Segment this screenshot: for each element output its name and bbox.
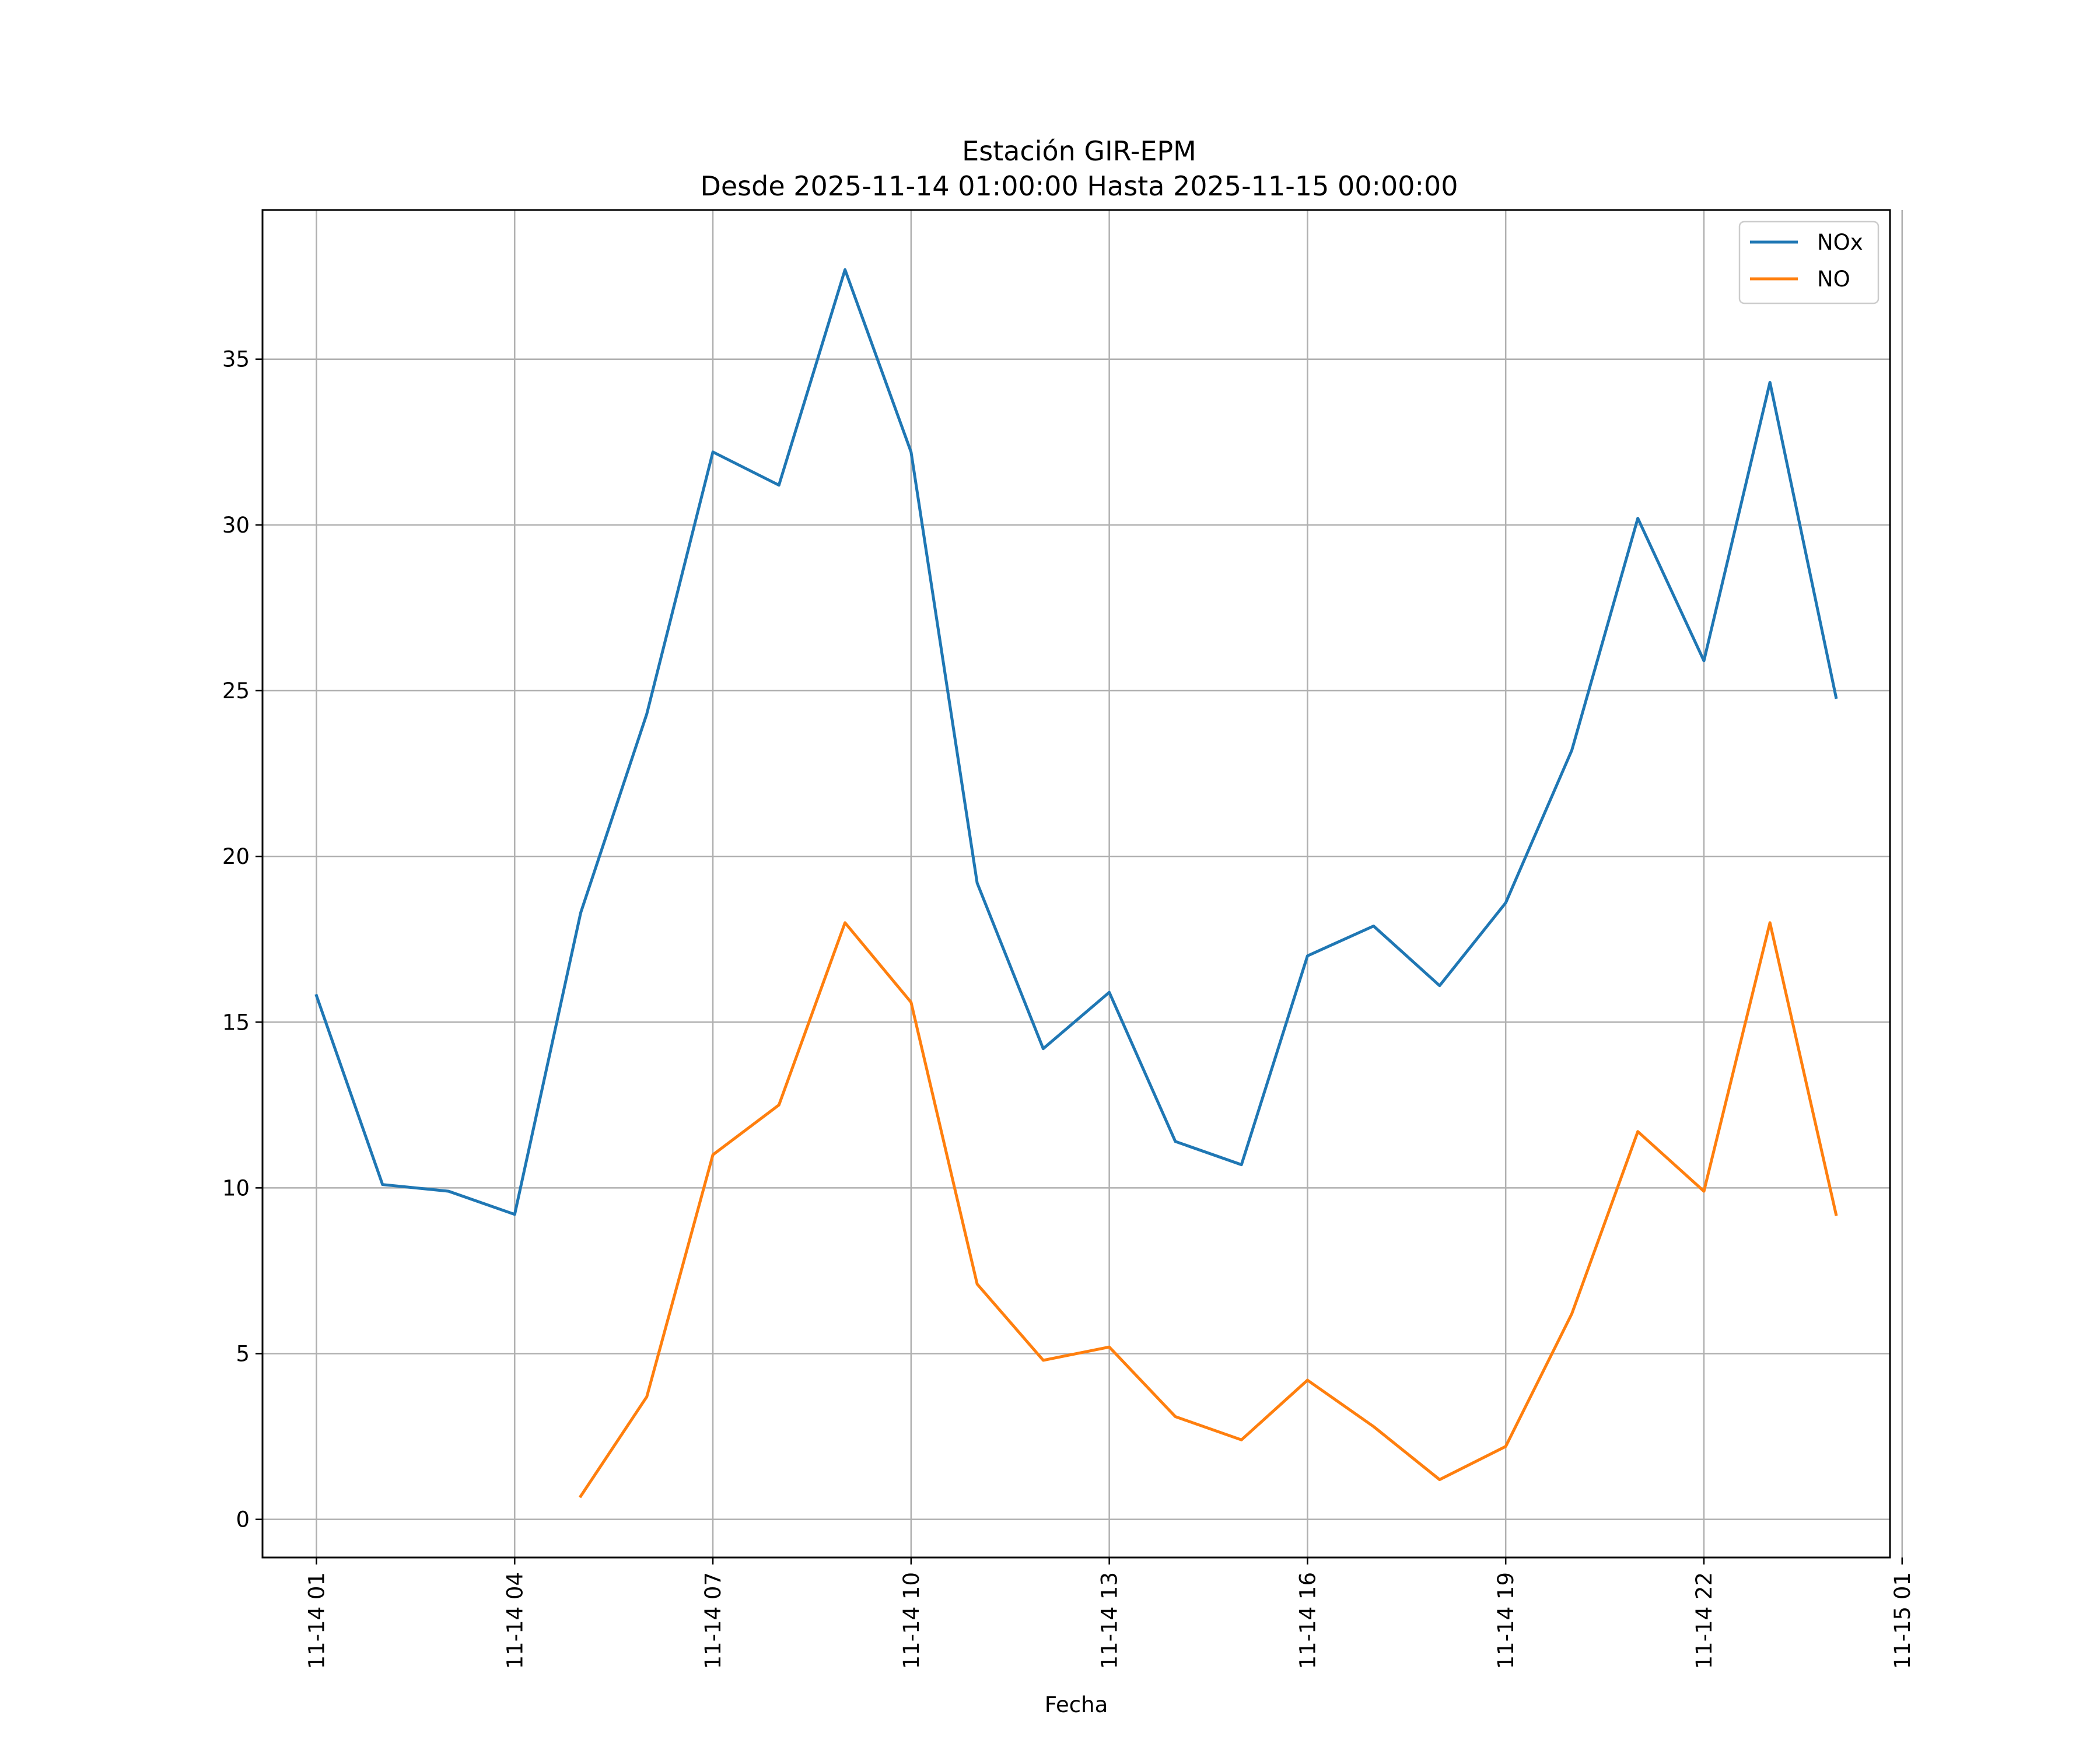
chart-subtitle: Desde 2025-11-14 01:00:00 Hasta 2025-11-… [700, 170, 1458, 202]
x-tick-label: 11-14 16 [1295, 1572, 1320, 1669]
y-tick-label: 25 [222, 678, 250, 704]
legend-label-nox: NOx [1817, 230, 1863, 255]
plot-frame [261, 209, 1891, 1559]
x-tick-label: 11-14 07 [701, 1572, 726, 1669]
y-axis: 0 5 10 15 20 25 30 35 [222, 347, 262, 1532]
series-line-nox [314, 268, 1838, 1216]
x-tick-label: 11-14 19 [1493, 1572, 1518, 1669]
y-tick-label: 20 [222, 844, 250, 869]
x-axis: 11-14 01 11-14 04 11-14 07 11-14 10 11-14 13… [304, 1558, 1915, 1669]
y-tick-label: 5 [236, 1342, 250, 1367]
legend-label-no: NO [1817, 267, 1850, 292]
chart-title: Estación GIR-EPM [962, 135, 1196, 167]
legend: NOx NO [1738, 220, 1880, 304]
x-axis-label: Fecha [1045, 1692, 1108, 1717]
y-tick-label: 15 [222, 1010, 250, 1035]
x-tick-label: 11-14 13 [1097, 1572, 1122, 1669]
y-tick-label: 30 [222, 513, 250, 538]
y-tick-label: 10 [222, 1175, 250, 1200]
series-line-no [579, 921, 1838, 1499]
x-tick-label: 11-14 04 [502, 1572, 527, 1669]
series-lines [314, 268, 1838, 1499]
grid-lines [262, 210, 1903, 1558]
x-tick-label: 11-14 10 [899, 1572, 924, 1669]
y-tick-label: 0 [236, 1507, 250, 1532]
x-tick-label: 11-15 01 [1890, 1572, 1915, 1669]
y-tick-label: 35 [222, 347, 250, 372]
x-tick-label: 11-14 22 [1692, 1572, 1717, 1669]
x-tick-label: 11-14 01 [304, 1572, 329, 1669]
